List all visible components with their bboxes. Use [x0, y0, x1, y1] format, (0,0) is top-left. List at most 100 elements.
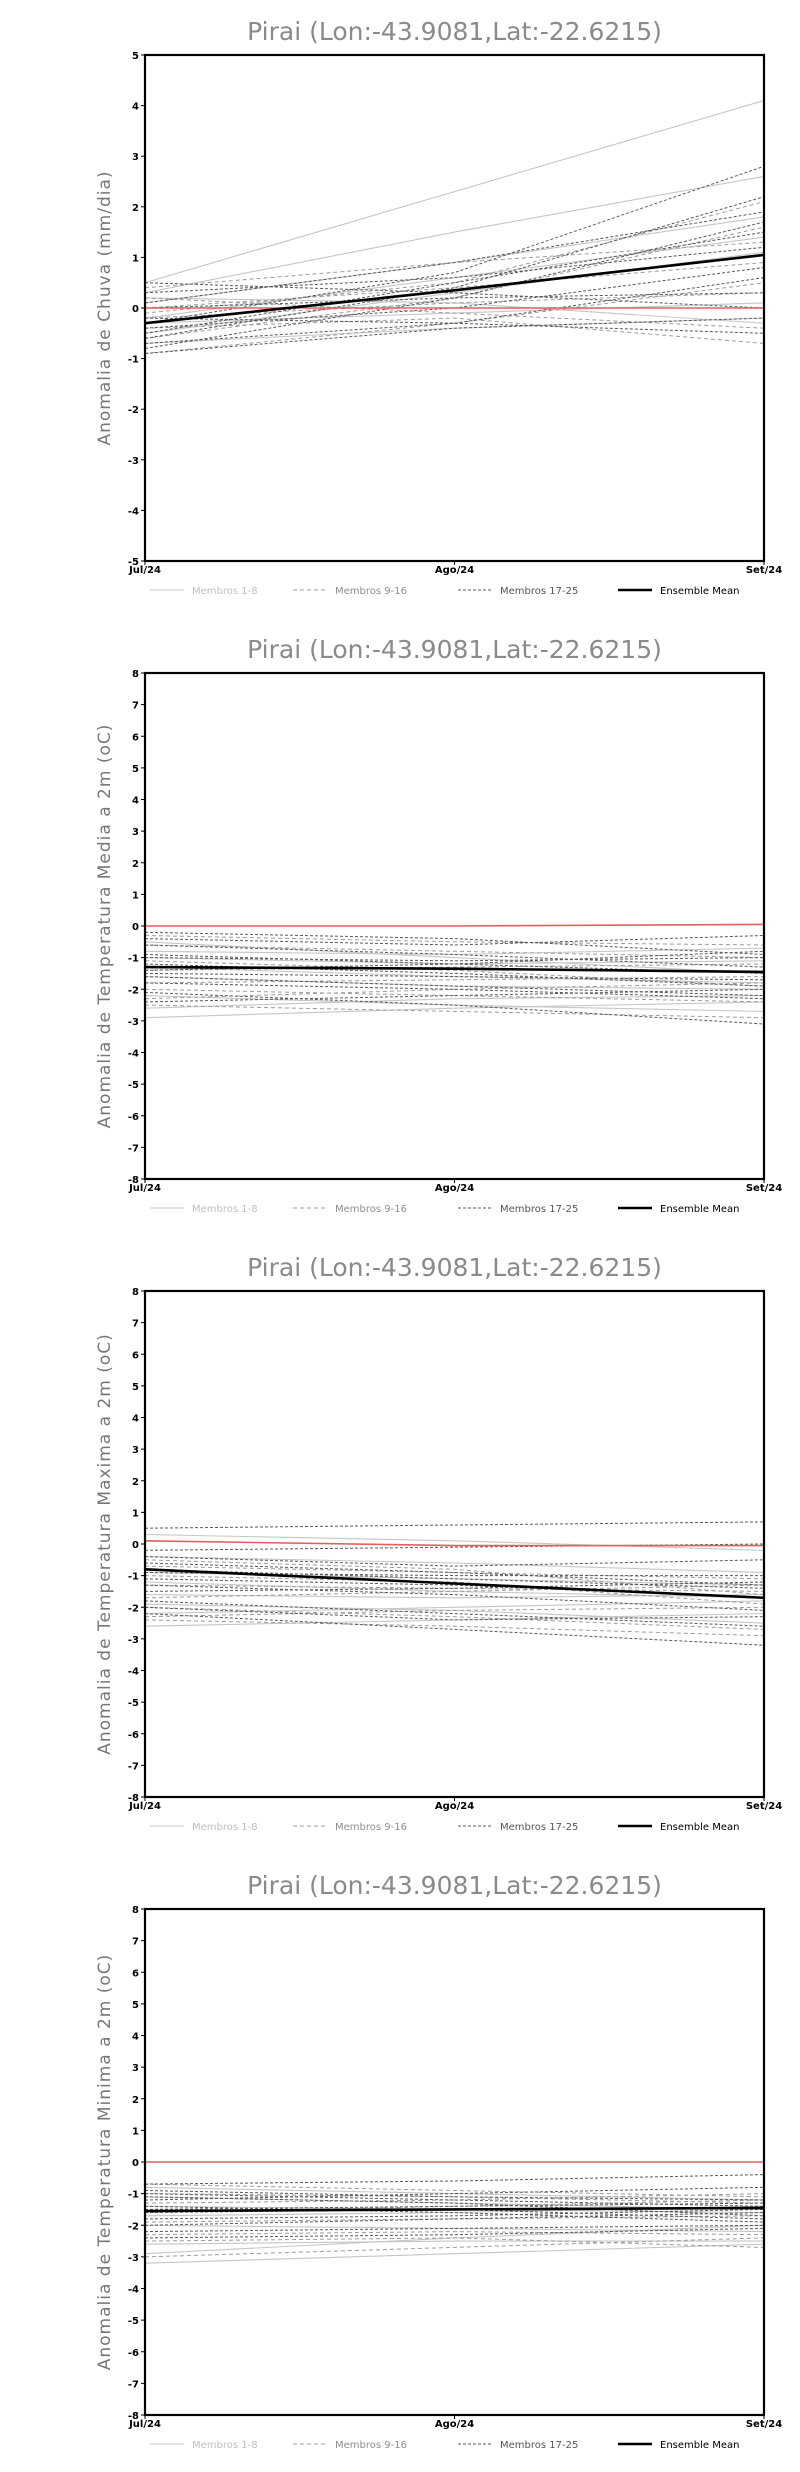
- y-tick-label: 4: [132, 1414, 139, 1425]
- member-line-group-1: [144, 99, 765, 284]
- chart-title: Pirai (Lon:-43.9081,Lat:-22.6215): [247, 1871, 662, 1900]
- member-line-group-3: [144, 1562, 765, 1586]
- y-axis-label: Anomalia de Temperatura Maxima a 2m (oC): [95, 1333, 115, 1755]
- member-line-group-3: [144, 991, 765, 1025]
- x-tick-label: Set/24: [746, 565, 782, 576]
- member-line-group-3: [144, 931, 765, 955]
- member-line-group-2: [144, 2237, 765, 2248]
- y-tick-label: -8: [128, 1175, 139, 1186]
- member-line-group-3: [144, 2208, 765, 2220]
- member-line-group-2: [144, 2215, 765, 2223]
- member-line-group-1: [144, 2240, 764, 2245]
- y-tick-label: 7: [132, 1937, 139, 1948]
- member-line-group-3: [144, 1581, 765, 1592]
- member-line-group-3: [144, 935, 765, 946]
- member-line-group-3: [144, 1584, 765, 1611]
- y-tick-label: -6: [128, 1112, 139, 1123]
- y-tick-label: -2: [128, 1603, 139, 1614]
- chart-panel-rain: Pirai (Lon:-43.9081,Lat:-22.6215) Anomali…: [0, 0, 800, 618]
- y-tick-label: 7: [132, 1319, 139, 1330]
- legend-label: Ensemble Mean: [660, 2440, 739, 2451]
- member-line-group-3: [144, 2186, 765, 2201]
- chart-svg: Pirai (Lon:-43.9081,Lat:-22.6215) Anomali…: [95, 17, 782, 597]
- member-line-group-1: [144, 947, 765, 956]
- y-tick-label: -5: [128, 557, 139, 568]
- reference-zero-line: [144, 1540, 764, 1547]
- y-tick-label: 3: [132, 1445, 139, 1456]
- member-line-group-1: [144, 2243, 765, 2264]
- member-line-group-2: [144, 982, 765, 1000]
- member-line-group-1: [144, 976, 765, 990]
- y-tick-label: 6: [132, 1968, 139, 1979]
- member-line-group-3: [144, 1600, 765, 1627]
- y-tick-label: 8: [132, 1905, 139, 1916]
- chart-svg: Pirai (Lon:-43.9081,Lat:-22.6215) Anomali…: [95, 1253, 782, 1833]
- member-line-group-3: [144, 1521, 765, 1529]
- y-tick-label: 4: [132, 102, 139, 113]
- legend-label: Membros 1-8: [192, 586, 258, 597]
- member-line-group-3: [144, 267, 765, 329]
- legend-label: Membros 1-8: [192, 1822, 258, 1833]
- member-line-group-2: [144, 976, 765, 984]
- member-line-group-2: [144, 1575, 765, 1605]
- y-tick-label: 3: [132, 827, 139, 838]
- member-line-group-2: [144, 944, 765, 959]
- y-tick-label: -8: [128, 2411, 139, 2422]
- y-tick-label: -7: [128, 1761, 139, 1772]
- y-tick-label: 5: [132, 764, 139, 775]
- member-line-group-3: [144, 972, 765, 981]
- ensemble-mean-line: [144, 1568, 765, 1600]
- chart-panel-temp-min: Pirai (Lon:-43.9081,Lat:-22.6215) Anomali…: [0, 1854, 800, 2472]
- member-line-group-2: [144, 1619, 765, 1637]
- y-tick-label: -3: [128, 2253, 139, 2264]
- y-tick-label: 8: [132, 1287, 139, 1298]
- x-tick-label: Set/24: [746, 1801, 782, 1812]
- member-line-group-3: [144, 1613, 765, 1646]
- legend-label: Membros 17-25: [500, 2440, 578, 2451]
- member-line-group-2: [144, 2183, 765, 2198]
- y-tick-label: 1: [132, 1508, 139, 1519]
- y-tick-label: -7: [128, 2379, 139, 2390]
- x-tick-label: Ago/24: [435, 2419, 474, 2430]
- chart-panel-temp-mean: Pirai (Lon:-43.9081,Lat:-22.6215) Anomali…: [0, 618, 800, 1236]
- member-line-group-2: [144, 2199, 765, 2214]
- member-line-group-3: [144, 2224, 765, 2233]
- member-line-group-3: [144, 1572, 764, 1577]
- ensemble-mean-line: [144, 2206, 765, 2213]
- member-line-group-2: [144, 201, 765, 314]
- member-line-group-2: [144, 1559, 765, 1596]
- y-tick-label: 1: [132, 890, 139, 901]
- x-tick-label: Ago/24: [435, 1801, 474, 1812]
- member-line-group-3: [144, 246, 765, 294]
- y-tick-label: -8: [128, 1793, 139, 1804]
- y-tick-label: 1: [132, 253, 139, 264]
- series-group: [144, 1521, 765, 1646]
- member-line-group-3: [144, 2193, 765, 2207]
- y-tick-label: -7: [128, 1143, 139, 1154]
- y-tick-label: -1: [128, 954, 139, 965]
- y-tick-label: -1: [128, 1572, 139, 1583]
- chart-svg: Pirai (Lon:-43.9081,Lat:-22.6215) Anomali…: [95, 1871, 782, 2451]
- member-line-group-2: [144, 2193, 765, 2204]
- member-line-group-3: [144, 2227, 765, 2239]
- y-tick-label: -6: [128, 2348, 139, 2359]
- y-tick-label: 0: [132, 304, 139, 315]
- member-line-group-3: [144, 277, 765, 344]
- member-line-group-1: [144, 175, 765, 294]
- series-group: [144, 2161, 765, 2264]
- y-tick-label: -5: [128, 2316, 139, 2327]
- y-tick-label: -1: [128, 355, 139, 366]
- member-line-group-3: [144, 957, 765, 962]
- member-line-group-2: [144, 317, 765, 344]
- member-line-group-3: [144, 211, 765, 304]
- y-axis-label: Anomalia de Temperatura Minima a 2m (oC): [95, 1954, 115, 2371]
- y-tick-label: 5: [132, 1382, 139, 1393]
- member-line-group-3: [144, 1606, 765, 1621]
- y-tick-label: -2: [128, 2221, 139, 2232]
- y-tick-label: -4: [128, 1667, 139, 1678]
- member-line-group-1: [144, 236, 765, 319]
- member-line-group-1: [144, 1613, 765, 1627]
- y-tick-label: 3: [132, 2063, 139, 2074]
- member-line-group-1: [144, 995, 765, 1009]
- member-line-group-3: [144, 2174, 765, 2185]
